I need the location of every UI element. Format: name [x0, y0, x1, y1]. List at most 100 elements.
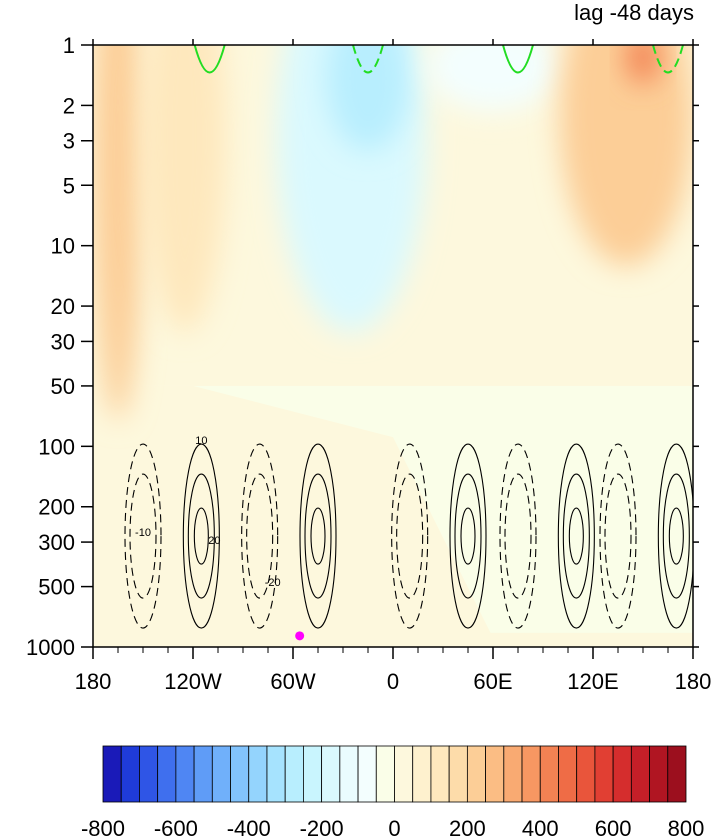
green-contour-2: [502, 45, 534, 74]
shade-region-5: [559, 45, 693, 266]
contour-solid-2-0: [449, 443, 487, 629]
y-tick-label: 1: [63, 33, 75, 58]
heatmap-shading: [93, 45, 693, 647]
x-tick-label: 60E: [473, 669, 512, 694]
colorbar-tick-label: -800: [81, 816, 125, 838]
shade-region-0: [93, 45, 143, 420]
shade-region-4: [426, 45, 560, 112]
y-tick-label: 2: [63, 93, 75, 118]
colorbar-swatch: [102, 745, 122, 803]
x-axis: 180 120W 60W 0 60E 120E 180: [75, 39, 712, 694]
contour-solid-2-2: [460, 507, 476, 565]
contour-solid-2-1: [454, 473, 482, 599]
contour-solid-4-1: [662, 473, 690, 599]
shade-surface-positive: [93, 632, 693, 647]
shade-lower-positive: [93, 385, 493, 638]
x-tick-label: 180: [675, 669, 712, 694]
contour-dashed-2-0: [391, 443, 429, 629]
colorbar-swatch: [466, 745, 486, 803]
contour-label-dashed: -10: [135, 527, 151, 539]
colorbar-swatch: [193, 745, 213, 803]
colorbar: -800 -600 -400 -200 0 200 400 600 800: [81, 745, 705, 838]
colorbar-tick-label: -400: [227, 816, 271, 838]
contour-dashed-4-0: [599, 443, 637, 629]
green-contour-1: [352, 45, 384, 74]
shade-region-3: [326, 45, 410, 151]
colorbar-swatch: [321, 745, 341, 803]
colorbar-swatch: [394, 745, 414, 803]
colorbar-swatch: [357, 745, 377, 803]
colorbar-swatch: [175, 745, 195, 803]
y-tick-label: 30: [51, 329, 75, 354]
y-tick-label: 500: [38, 575, 75, 600]
colorbar-swatch: [576, 745, 596, 803]
colorbar-swatch: [448, 745, 468, 803]
y-tick-label: 1000: [26, 635, 75, 660]
contour-solid-4-2: [668, 507, 684, 565]
green-contour-3: [652, 45, 684, 74]
y-tick-label: 100: [38, 434, 75, 459]
contour-solid-3-2: [568, 507, 584, 565]
shade-region-6: [626, 45, 660, 84]
shade-region-1: [143, 45, 227, 333]
contour-dashed-2-1: [396, 473, 424, 599]
contour-solid-0-2: [193, 507, 209, 565]
contour-dashed-1-1: [246, 473, 274, 599]
colorbar-swatch: [430, 745, 450, 803]
contour-solid-3-1: [562, 473, 590, 599]
contour-solid-4-0: [657, 443, 693, 629]
x-tick-label: 0: [387, 669, 399, 694]
colorbar-swatch: [284, 745, 304, 803]
colorbar-swatch: [630, 745, 650, 803]
colorbar-tick-label: -200: [300, 816, 344, 838]
colorbar-swatch: [139, 745, 159, 803]
contour-dashed-0-1: [129, 473, 157, 599]
chart-title: lag -48 days: [574, 0, 694, 25]
colorbar-swatch: [612, 745, 632, 803]
colorbar-swatch: [558, 745, 578, 803]
colorbar-swatch: [211, 745, 231, 803]
contour-lines: 10 -10 20 -20: [124, 45, 693, 641]
x-tick-label: 180: [75, 669, 112, 694]
x-tick-label: 120W: [164, 669, 222, 694]
location-marker: [295, 631, 305, 641]
colorbar-tick-label: 800: [668, 816, 705, 838]
colorbar-swatch: [539, 745, 559, 803]
colorbar-swatch: [248, 745, 268, 803]
contour-solid-1-2: [310, 507, 326, 565]
colorbar-swatch: [667, 745, 687, 803]
contour-solid-3-0: [557, 443, 595, 629]
y-tick-label: 5: [63, 173, 75, 198]
colorbar-swatch: [375, 745, 395, 803]
colorbar-swatch: [594, 745, 614, 803]
colorbar-swatch: [230, 745, 250, 803]
colorbar-tick-label: 200: [449, 816, 486, 838]
contour-dashed-0-0: [124, 443, 162, 629]
contour-dashed-3-1: [504, 473, 532, 599]
colorbar-swatch: [120, 745, 140, 803]
y-tick-label: 3: [63, 129, 75, 154]
colorbar-swatch: [485, 745, 505, 803]
contour-solid-0-0: [182, 443, 220, 629]
contour-solid-1-0: [299, 443, 337, 629]
colorbar-tick-label: -600: [154, 816, 198, 838]
contour-label-inner-solid: 20: [208, 535, 220, 547]
colorbar-swatch: [649, 745, 669, 803]
contour-dashed-4-1: [604, 473, 632, 599]
contour-solid-0-1: [187, 473, 215, 599]
y-tick-label: 300: [38, 530, 75, 555]
contour-dashed-3-0: [499, 443, 537, 629]
y-tick-label: 200: [38, 495, 75, 520]
y-axis: 1 2 3 5 10 20 30 50 100 200 300 500 1000: [26, 33, 699, 660]
y-tick-label: 20: [51, 294, 75, 319]
x-tick-label: 120E: [567, 669, 618, 694]
contour-label-inner-dashed: -20: [265, 577, 281, 589]
colorbar-swatch: [339, 745, 359, 803]
contour-dashed-1-0: [241, 443, 279, 629]
contour-solid-1-1: [304, 473, 332, 599]
y-tick-label: 10: [51, 234, 75, 259]
contour-label-solid: 10: [195, 435, 207, 447]
colorbar-tick-label: 0: [388, 816, 400, 838]
colorbar-swatch: [303, 745, 323, 803]
colorbar-swatch: [503, 745, 523, 803]
